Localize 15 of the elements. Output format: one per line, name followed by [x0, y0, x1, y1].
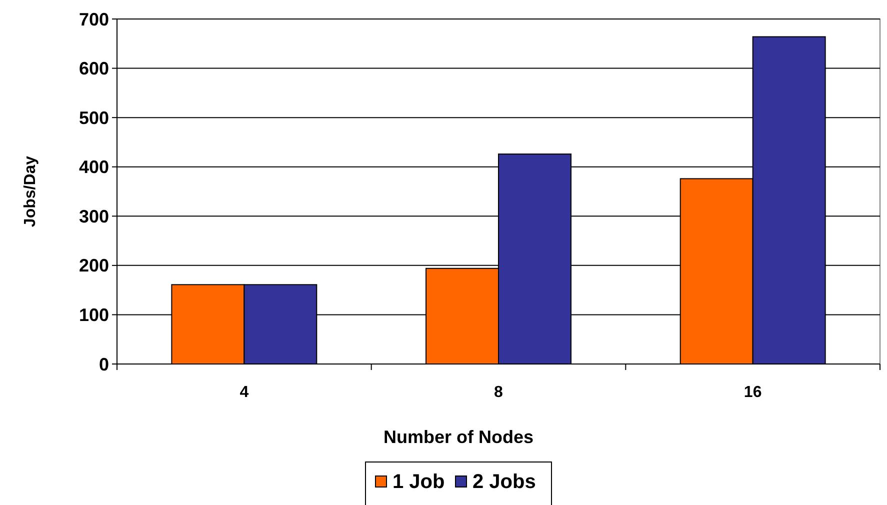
y-tick-label: 0	[98, 354, 109, 374]
legend-label: 2 Jobs	[472, 471, 536, 493]
y-tick-label: 600	[78, 58, 109, 79]
y-axis-title: Jobs/Day	[22, 156, 39, 228]
y-tick-label: 100	[78, 305, 109, 326]
x-axis-title: Number of Nodes	[383, 427, 534, 447]
y-tick-label: 400	[78, 157, 109, 178]
legend-label: 1 Job	[392, 471, 445, 493]
y-tick-label: 700	[78, 9, 109, 30]
x-tick-label: 4	[240, 384, 249, 401]
y-tick-label: 500	[78, 108, 109, 128]
x-tick-label: 8	[494, 384, 504, 401]
x-tick-label: 16	[744, 384, 762, 401]
y-tick-label: 300	[78, 206, 109, 226]
y-tick-label: 200	[78, 256, 109, 276]
